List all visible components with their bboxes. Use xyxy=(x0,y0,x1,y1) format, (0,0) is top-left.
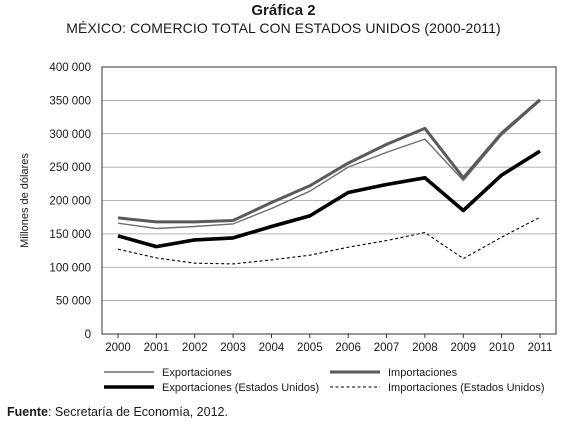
x-tick-label: 2007 xyxy=(374,342,400,354)
x-tick-label: 2005 xyxy=(297,342,323,354)
y-tick-label: 100 000 xyxy=(49,262,91,274)
x-tick-label: 2008 xyxy=(412,342,438,354)
legend-label: Importaciones xyxy=(388,367,458,379)
x-tick-label: 2002 xyxy=(182,342,208,354)
y-tick-label: 150 000 xyxy=(49,229,91,241)
y-tick-label: 0 xyxy=(85,329,91,341)
series-line-importaciones-estados-unidos- xyxy=(117,216,541,265)
y-tick-label: 400 000 xyxy=(49,62,91,74)
series-line-importaciones xyxy=(117,98,541,224)
x-tick-label: 2003 xyxy=(220,342,246,354)
x-tick-label: 2011 xyxy=(528,342,553,354)
legend-label: Importaciones (Estados Unidos) xyxy=(388,382,545,394)
y-axis-label: Millones de dólares xyxy=(19,153,31,248)
legend-label: Exportaciones xyxy=(162,367,232,379)
y-tick-label: 300 000 xyxy=(49,129,91,141)
x-tick-label: 2010 xyxy=(489,342,515,354)
series-line-exportaciones-estados-unidos- xyxy=(117,149,541,249)
chart-title: Gráfica 2 xyxy=(251,2,316,19)
series-line-exportaciones xyxy=(117,100,541,230)
legend-label: Exportaciones (Estados Unidos) xyxy=(162,382,319,394)
y-tick-label: 350 000 xyxy=(49,95,91,107)
x-tick-label: 2001 xyxy=(144,342,170,354)
line-chart: 0 50 000 100 000 150 000 200 000 250 000 300 0… xyxy=(19,62,557,394)
plot-frame xyxy=(101,66,557,335)
source-text: : Secretaría de Economía, 2012. xyxy=(47,405,228,419)
x-tick-label: 2009 xyxy=(450,342,476,354)
x-tick-label: 2004 xyxy=(259,342,285,354)
y-tick-label: 200 000 xyxy=(49,196,91,208)
y-tick-label: 50 000 xyxy=(56,296,91,308)
y-tick-label: 250 000 xyxy=(49,162,91,174)
source-note: Fuente: Secretaría de Economía, 2012. xyxy=(7,405,228,419)
chart-subtitle: MÉXICO: COMERCIO TOTAL CON ESTADOS UNIDO… xyxy=(66,20,501,36)
x-tick-label: 2000 xyxy=(105,342,131,354)
source-label: Fuente xyxy=(7,405,48,419)
x-tick-label: 2006 xyxy=(335,342,361,354)
